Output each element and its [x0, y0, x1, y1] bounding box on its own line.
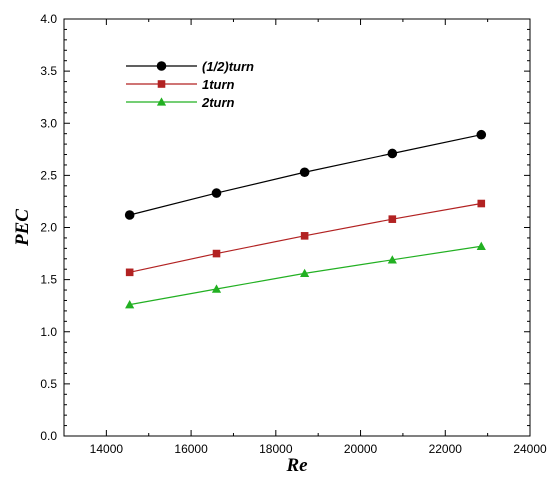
x-tick-label: 14000: [90, 442, 124, 456]
plot-frame: [63, 18, 531, 437]
x-tick-label: 22000: [429, 442, 463, 456]
data-point: [212, 249, 221, 258]
data-point: [476, 129, 487, 140]
y-tick-label: 3.0: [40, 116, 57, 130]
x-axis-label: Re: [285, 455, 308, 476]
legend-label: 1turn: [202, 77, 235, 92]
legend-label: (1/2)turn: [202, 59, 254, 74]
data-point: [300, 268, 310, 278]
y-tick-label: 3.5: [40, 64, 57, 78]
series-(1/2)turn: [124, 129, 487, 220]
y-tick-label: 1.5: [40, 273, 57, 287]
data-point: [476, 241, 486, 250]
legend-item: 1turn: [126, 77, 235, 92]
data-point: [211, 284, 222, 293]
y-tick-label: 0.5: [40, 377, 57, 391]
y-tick-label: 1.0: [40, 325, 57, 339]
legend-item: (1/2)turn: [126, 59, 254, 74]
x-tick-label: 16000: [174, 442, 208, 456]
series-layer: [124, 129, 487, 309]
data-point: [124, 210, 135, 220]
series-2turn: [125, 241, 486, 309]
data-point: [387, 148, 398, 159]
series-1turn: [125, 199, 486, 277]
data-point: [125, 268, 134, 277]
y-tick-label: 2.0: [40, 221, 57, 235]
data-point: [211, 188, 222, 198]
x-tick-label: 18000: [259, 442, 293, 456]
legend: (1/2)turn 1turn 2turn: [126, 59, 254, 110]
legend-item: 2turn: [126, 95, 235, 110]
legend-marker: [156, 97, 167, 106]
y-axis-ticks: 0.0 0.5 1.0 1.5 2.0 2.5 3.0 3.5 4.0: [40, 12, 530, 443]
data-point: [477, 199, 486, 208]
data-point: [388, 215, 397, 223]
legend-marker: [157, 80, 166, 88]
x-tick-label: 20000: [344, 442, 378, 456]
data-point: [125, 300, 135, 309]
legend-label: 2turn: [201, 95, 235, 110]
x-tick-label: 24000: [513, 442, 547, 456]
legend-marker: [156, 61, 167, 71]
data-point: [299, 167, 310, 178]
y-tick-label: 0.0: [40, 429, 57, 443]
data-point: [300, 232, 309, 240]
y-tick-label: 4.0: [40, 12, 57, 26]
y-tick-label: 2.5: [40, 168, 57, 182]
x-axis-ticks: 14000 16000 18000 20000 22000 24000: [63, 19, 547, 456]
data-point: [387, 255, 397, 264]
y-axis-label: PEC: [12, 209, 33, 247]
